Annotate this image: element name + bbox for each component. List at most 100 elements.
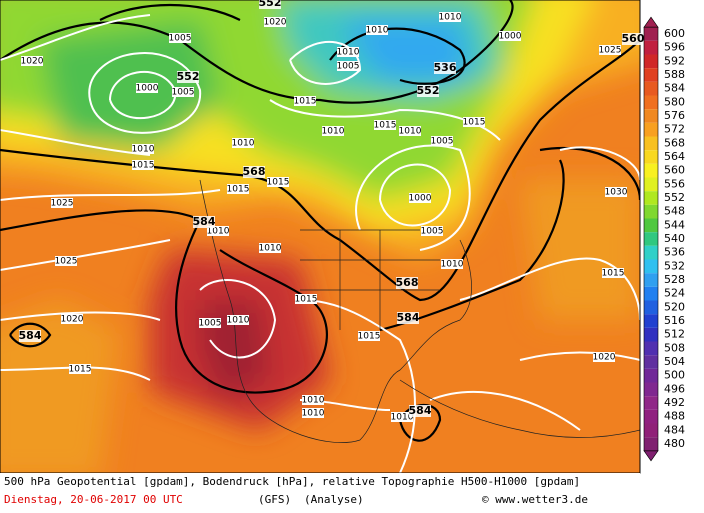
isobar-label: 1010 [439,13,462,23]
geopotential-label: 584 [397,311,420,324]
colorbar-swatch [644,382,658,397]
geopotential-label-bg [243,166,265,178]
isobar-label-bg [207,226,229,236]
colorbar-swatch [644,314,658,328]
isobar-label-bg [132,160,154,170]
colorbar-label: 520 [664,300,685,313]
colorbar-label: 552 [664,191,685,204]
geopotential-label: 552 [177,70,200,83]
isobar-label: 1015 [227,185,250,195]
isobar-label-bg [593,352,615,362]
colorbar-label: 548 [664,205,685,218]
colorbar-swatch [644,286,658,301]
isobar-label: 1010 [132,145,155,155]
map-area [0,0,640,473]
geopotential-label: 568 [243,165,266,178]
isobar-label: 1015 [294,97,317,107]
isobar-label: 1005 [431,137,454,147]
isobar-label: 1005 [337,62,360,72]
geopotential-label: 552 [259,0,282,9]
geopotential-label: 584 [19,329,42,342]
geopotential-label-bg [622,33,644,45]
isobar-label-bg [358,331,380,341]
isobar-label: 1025 [51,199,74,209]
isobar-label-bg [55,256,77,266]
colorbar-swatch [644,396,658,410]
isobar-label: 1010 [391,413,414,423]
geopotential-label: 584 [193,215,216,228]
isobar-label: 1020 [593,353,616,363]
isobar-label-bg [61,314,83,324]
colorbar-label: 576 [664,109,685,122]
colorbar-swatch [644,109,658,123]
isobar-label: 1010 [322,127,345,137]
isobar-label: 1010 [337,48,360,58]
colorbar-swatch [644,300,658,315]
isobar-label: 1015 [602,269,625,279]
isobar-label-bg [302,395,324,405]
colorbar-label: 536 [664,246,685,259]
colorbar-label: 504 [664,355,685,368]
isobar-label: 1025 [599,46,622,56]
isobar-label: 1015 [374,121,397,131]
colorbar-label: 600 [664,27,685,40]
colorbar-swatch [644,341,658,356]
geopotential-label: 552 [417,84,440,97]
isobar-label-bg [259,243,281,253]
geopotential-label-bg [434,62,456,74]
isobar-label-bg [431,136,453,146]
colorbar-label: 592 [664,54,685,67]
isobar-label: 1010 [227,316,250,326]
isobar-label-bg [295,294,317,304]
colorbar-label: 484 [664,423,685,436]
colorbar-swatch [644,245,658,260]
colorbar-swatch [644,204,658,219]
isobar-label: 1020 [21,57,44,67]
colorbar-swatch [644,95,658,110]
colorbar-swatch [644,259,658,274]
isobar-label-bg [169,33,191,43]
colorbar-frame [643,26,659,452]
isobar-label-bg [227,315,249,325]
colorbar-label: 596 [664,41,685,54]
isobar-label-bg [337,61,359,71]
colorbar-label: 556 [664,177,685,190]
colorbar-label: 564 [664,150,685,163]
isobar-label-bg [199,318,221,328]
colorbar-arrow-bottom [643,450,659,462]
isobar-label: 1010 [302,409,325,419]
isobar-label-bg [463,117,485,127]
colorbar-label: 588 [664,68,685,81]
colorbar-swatch [644,27,658,41]
footer-date: Dienstag, 20-06-2017 00 UTC [4,493,183,506]
footer-model: (GFS) [258,493,291,506]
colorbar-swatch [644,437,658,451]
isobar-label: 1010 [366,26,389,36]
isobar-label: 1030 [605,188,628,198]
isobar-label-bg [136,83,158,93]
isobar-label: 1005 [172,88,195,98]
geopotential-label: 568 [396,276,419,289]
isobar-label: 1015 [69,365,92,375]
isobar-label-bg [605,187,627,197]
isobar-label-bg [441,259,463,269]
isobar-label: 1020 [264,18,287,28]
footer-bg [0,473,640,513]
isobar-label-bg [232,138,254,148]
colorbar-label: 508 [664,341,685,354]
isobar-label-bg [322,126,344,136]
isobar-label: 1010 [399,127,422,137]
colorbar-swatch [644,150,658,164]
colorbar-label: 516 [664,314,685,327]
colorbar-swatch [644,191,658,205]
colorbar-swatch [644,177,658,192]
colorbar-swatch [644,136,658,151]
footer-copyright: © www.wetter3.de [482,493,588,506]
colorbar-label: 572 [664,123,685,136]
isobar-label: 1010 [302,396,325,406]
isobar-label-bg [337,47,359,57]
isobar-label-bg [264,17,286,27]
isobar-label: 1015 [295,295,318,305]
